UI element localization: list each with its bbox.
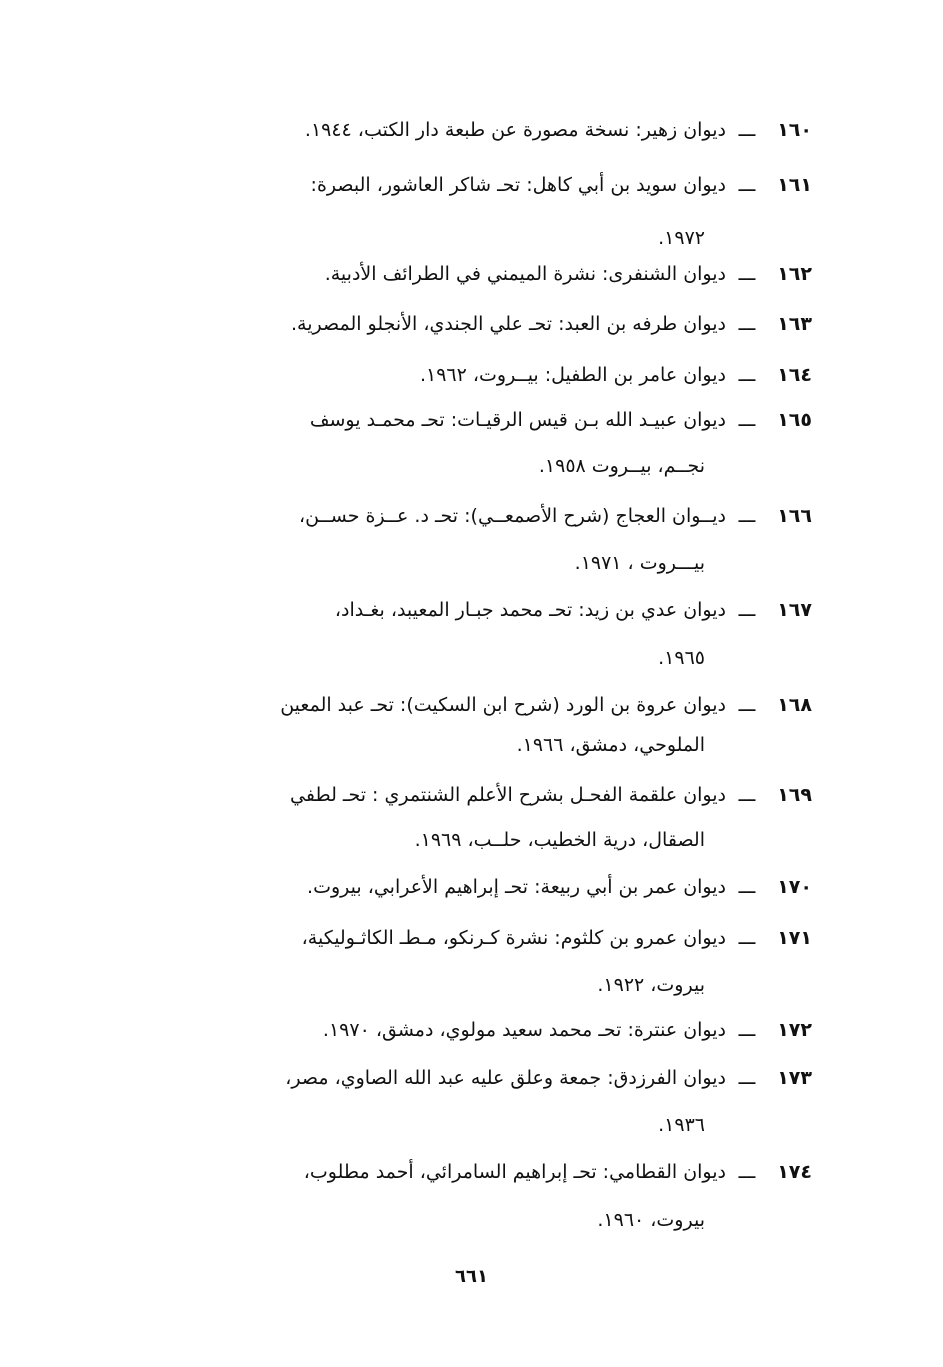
entry-text: بيروت، ١٩٢٢. bbox=[597, 974, 705, 996]
entry-dash: ـــ bbox=[738, 927, 756, 949]
entry-text: ديوان عامر بن الطفيل: بيــروت، ١٩٦٢. bbox=[419, 364, 726, 386]
entry-dash: ـــ bbox=[738, 1019, 756, 1041]
entry-line: ١٦٤ ـــ ديوان عامر بن الطفيل: بيــروت، ١٩٦… bbox=[420, 360, 812, 390]
entry-continuation-line: بيروت، ١٩٢٢. bbox=[597, 970, 705, 1000]
entry-line: ١٧٠ ـــ ديوان عمر بن أبي ربيعة: تحـ إبراهي… bbox=[307, 872, 812, 902]
entry-text: بيروت، ١٩٦٠. bbox=[597, 1209, 705, 1231]
entry-dash: ـــ bbox=[738, 364, 756, 386]
entry-text: ديوان عنترة: تحـ محمد سعيد مولوي، دمشق، … bbox=[322, 1019, 726, 1041]
entry-dash: ـــ bbox=[738, 409, 756, 431]
entry-continuation-line: ١٩٧٢. bbox=[658, 223, 705, 253]
entry-text: ديوان عدي بن زيد: تحـ محمد جبـار المعيبد… bbox=[334, 599, 726, 621]
entry-number: ١٦٤ bbox=[777, 364, 812, 386]
entry-line: ١٦٨ ـــ ديوان عروة بن الورد (شرح ابن السكي… bbox=[280, 690, 812, 720]
entry-line: ١٧١ ـــ ديوان عمرو بن كلثوم: نشرة كـرنكو، … bbox=[302, 923, 812, 953]
entry-text: ديوان الشنفرى: نشرة الميمني في الطرائف ا… bbox=[324, 263, 726, 285]
entry-line: ١٧٢ ـــ ديوان عنترة: تحـ محمد سعيد مولوي، … bbox=[323, 1015, 812, 1045]
entry-number: ١٧٢ bbox=[777, 1019, 812, 1041]
entry-text: نجــم، بيــروت ١٩٥٨. bbox=[538, 455, 705, 477]
entry-text: ١٩٦٥. bbox=[658, 647, 705, 669]
entry-dash: ـــ bbox=[738, 263, 756, 285]
entry-continuation-line: بيـــروت ، ١٩٧١. bbox=[575, 548, 705, 578]
entry-text: ديوان الفرزدق: جمعة وعلق عليه عبد الله ا… bbox=[285, 1067, 726, 1089]
entry-line: ١٧٣ ـــ ديوان الفرزدق: جمعة وعلق عليه عبد … bbox=[285, 1063, 812, 1093]
entry-text: ديوان سويد بن أبي كاهل: تحـ شاكر العاشور… bbox=[310, 174, 726, 196]
entry-dash: ـــ bbox=[738, 1161, 756, 1183]
entry-continuation-line: الصقال، درية الخطيب، حلــب، ١٩٦٩. bbox=[415, 825, 705, 855]
entry-dash: ـــ bbox=[738, 505, 756, 527]
entry-dash: ـــ bbox=[738, 876, 756, 898]
entry-number: ١٧١ bbox=[777, 927, 812, 949]
entry-text: الملوحي، دمشق، ١٩٦٦. bbox=[516, 734, 705, 756]
entry-number: ١٦٥ bbox=[777, 409, 812, 431]
entry-text: الصقال، درية الخطيب، حلــب، ١٩٦٩. bbox=[414, 829, 705, 851]
entry-text: ديوان طرفه بن العبد: تحـ علي الجندي، الأ… bbox=[290, 313, 726, 335]
entry-number: ١٦٩ bbox=[777, 784, 812, 806]
entry-text: ١٩٧٢. bbox=[658, 227, 705, 249]
entry-line: ١٦١ ـــ ديوان سويد بن أبي كاهل: تحـ شاكر ا… bbox=[311, 170, 812, 200]
entry-number: ١٧٣ bbox=[777, 1067, 812, 1089]
entry-number: ١٦٨ bbox=[777, 694, 812, 716]
entry-text: ١٩٣٦. bbox=[658, 1114, 705, 1136]
entry-line: ١٦٥ ـــ ديوان عبيـد الله بـن قيس الرقيـات:… bbox=[310, 405, 812, 435]
entry-dash: ـــ bbox=[738, 313, 756, 335]
entry-number: ١٦٠ bbox=[777, 119, 812, 141]
entry-line: ١٧٤ ـــ ديوان القطامي: تحـ إبراهيم السامرا… bbox=[304, 1157, 812, 1187]
entry-line: ١٦٩ ـــ ديوان علقمة الفحـل بشرح الأعلم الش… bbox=[290, 780, 812, 810]
entry-line: ١٦٣ ـــ ديوان طرفه بن العبد: تحـ علي الجند… bbox=[291, 309, 812, 339]
entry-text: ديوان عروة بن الورد (شرح ابن السكيت): تح… bbox=[280, 694, 726, 716]
entry-line: ١٦٦ ـــ ديــوان العجاج (شرح الأصمعــي): تح… bbox=[299, 501, 812, 531]
entry-dash: ـــ bbox=[738, 784, 756, 806]
entry-continuation-line: بيروت، ١٩٦٠. bbox=[597, 1205, 705, 1235]
entry-continuation-line: ١٩٣٦. bbox=[658, 1110, 705, 1140]
entry-text: ديوان عمرو بن كلثوم: نشرة كـرنكو، مـطـ ا… bbox=[301, 927, 726, 949]
entry-number: ١٦٣ bbox=[777, 313, 812, 335]
entry-number: ١٦٢ bbox=[777, 263, 812, 285]
entry-text: ديوان القطامي: تحـ إبراهيم السامرائي، أح… bbox=[303, 1161, 726, 1183]
page-number: ٦٦١ bbox=[455, 1266, 488, 1287]
entry-number: ١٧٤ bbox=[777, 1161, 812, 1183]
entry-text: ديــوان العجاج (شرح الأصمعــي): تحـ د. ع… bbox=[299, 505, 726, 527]
entry-text: بيـــروت ، ١٩٧١. bbox=[574, 552, 705, 574]
entry-continuation-line: نجــم، بيــروت ١٩٥٨. bbox=[539, 451, 705, 481]
entry-dash: ـــ bbox=[738, 599, 756, 621]
entry-number: ١٦٦ bbox=[777, 505, 812, 527]
entry-line: ١٦٠ ـــ ديوان زهير: نسخة مصورة عن طبعة دار… bbox=[305, 115, 812, 145]
entry-line: ١٦٢ ـــ ديوان الشنفرى: نشرة الميمني في الط… bbox=[325, 259, 812, 289]
entry-number: ١٦١ bbox=[777, 174, 812, 196]
entry-dash: ـــ bbox=[738, 119, 756, 141]
entry-text: ديوان عبيـد الله بـن قيس الرقيـات: تحـ م… bbox=[309, 409, 726, 431]
entry-line: ١٦٧ ـــ ديوان عدي بن زيد: تحـ محمد جبـار ا… bbox=[335, 595, 812, 625]
entry-text: ديوان علقمة الفحـل بشرح الأعلم الشنتمري … bbox=[290, 784, 726, 806]
entry-dash: ـــ bbox=[738, 174, 756, 196]
entry-dash: ـــ bbox=[738, 1067, 756, 1089]
entry-text: ديوان زهير: نسخة مصورة عن طبعة دار الكتب… bbox=[304, 119, 726, 141]
entry-continuation-line: ١٩٦٥. bbox=[658, 643, 705, 673]
entry-text: ديوان عمر بن أبي ربيعة: تحـ إبراهيم الأع… bbox=[307, 876, 726, 898]
entry-dash: ـــ bbox=[738, 694, 756, 716]
entry-number: ١٧٠ bbox=[777, 876, 812, 898]
entry-continuation-line: الملوحي، دمشق، ١٩٦٦. bbox=[517, 730, 705, 760]
entry-number: ١٦٧ bbox=[777, 599, 812, 621]
